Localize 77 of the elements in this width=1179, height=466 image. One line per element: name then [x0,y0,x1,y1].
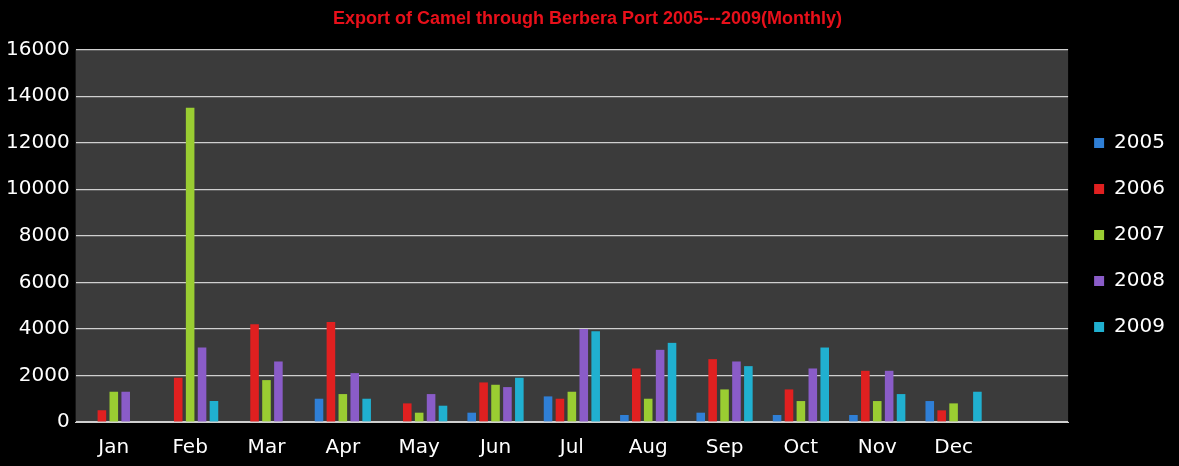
x-tick-label: Feb [172,434,208,459]
bar [849,415,858,422]
bar [426,394,436,422]
bar [262,380,271,422]
bar [720,389,729,422]
y-tick-label: 10000 [6,175,70,200]
bar [362,398,371,422]
bar [973,391,982,422]
bar [884,370,894,422]
bar [491,384,500,422]
x-tick-label: Oct [783,434,819,459]
bar [696,412,706,422]
bar [949,403,958,422]
x-tick-label: Jun [477,434,512,459]
bar [861,370,870,422]
bar [209,401,219,422]
bar [555,398,565,422]
y-tick-label: 12000 [6,128,70,153]
bar [314,398,324,422]
y-tick-label: 16000 [6,35,70,60]
bar [97,410,107,422]
x-tick-label: Sep [705,434,744,459]
x-tick-label: Jan [96,434,130,459]
bar [515,377,524,422]
chart-title: Export of Camel through Berbera Port 2005---2009(Monthly) [332,7,843,28]
bar [338,394,348,422]
bar [350,373,360,422]
y-tick-label: 0 [56,408,70,433]
bar [503,387,512,422]
bar [620,415,629,422]
bar [784,389,794,422]
y-tick-label: 2000 [18,361,70,386]
y-tick-label: 14000 [6,82,70,107]
bar [197,347,207,422]
bar [643,398,653,422]
bar [467,412,476,422]
legend-label: 2007 [1114,221,1166,246]
bar [274,361,283,422]
bar [667,342,677,422]
x-tick-label: Mar [247,434,287,459]
legend-label: 2008 [1114,267,1166,292]
bar [591,331,600,422]
x-tick-label: Jul [557,434,584,459]
bar [173,377,183,422]
bar [326,321,336,422]
bar [744,366,753,422]
bar [796,401,806,422]
bar [872,401,882,422]
y-tick-label: 8000 [18,222,70,246]
x-tick-label: May [398,434,441,459]
bar [543,396,553,422]
y-tick-label: 6000 [18,268,70,293]
bar [732,361,741,422]
bar [808,368,818,422]
x-tick-label: Aug [628,434,668,459]
bar [925,401,935,422]
legend-label: 2005 [1114,129,1166,154]
bar [937,410,946,422]
x-tick-label: Nov [857,434,897,459]
bar [250,324,259,422]
bar [579,328,589,422]
bar [820,347,829,422]
bar [121,391,130,422]
x-tick-label: Apr [325,434,361,459]
legend-label: 2009 [1114,313,1166,338]
bar [708,359,717,422]
bar [896,394,906,422]
bar [185,107,195,422]
bar [567,391,577,422]
bar [655,349,665,422]
y-tick-label: 4000 [18,315,70,340]
bar [632,368,641,422]
x-tick-label: Dec [934,434,973,459]
bar [402,403,412,422]
bar [109,391,119,422]
legend-label: 2006 [1114,175,1166,200]
bar [479,382,488,422]
